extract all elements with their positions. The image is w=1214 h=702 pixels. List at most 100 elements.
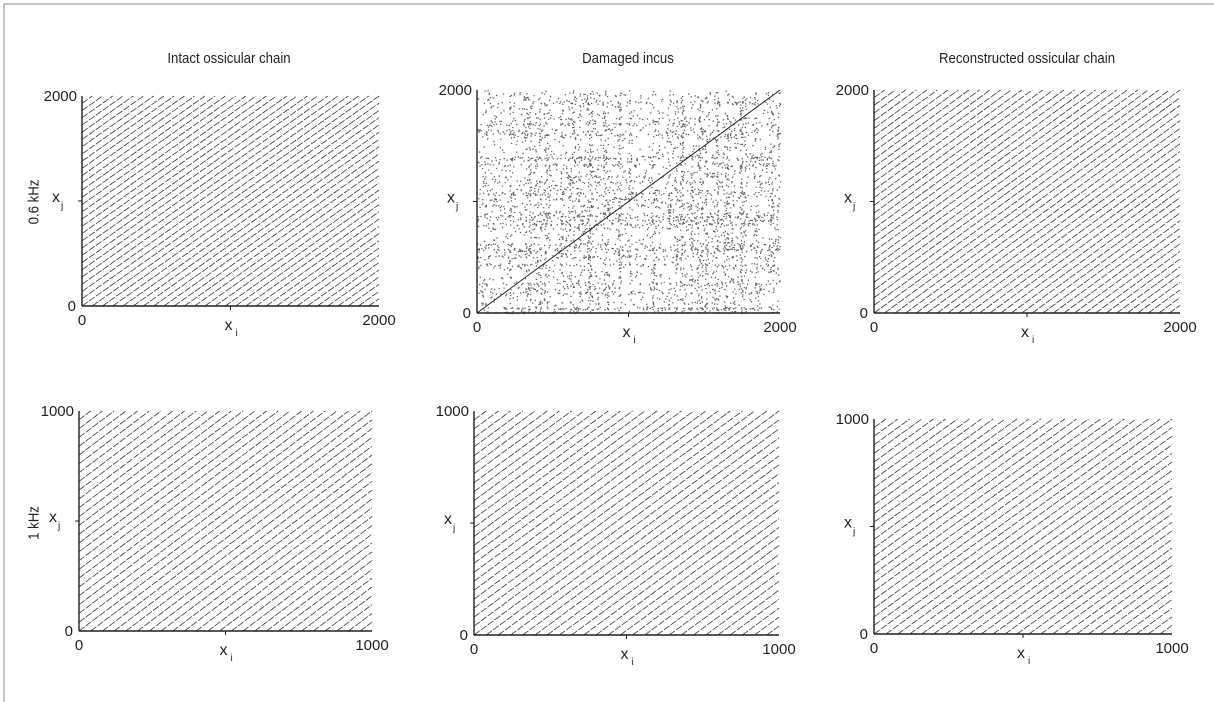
recurrence-line (534, 455, 780, 636)
recurrence-line (78, 410, 162, 473)
recurrence-line (571, 482, 780, 636)
recurrence-line (873, 418, 1065, 557)
recurrence-line (595, 500, 780, 636)
recurrence-line (926, 128, 1181, 314)
recurrence-line (289, 569, 373, 632)
recurrence-line (172, 481, 373, 632)
recurrence-line (78, 410, 279, 561)
recurrence-line (873, 418, 1018, 523)
recurrence-line (989, 174, 1181, 314)
recurrence-line (245, 211, 380, 307)
recurrence-line (873, 418, 958, 480)
x-tick-label: 1000 (762, 641, 795, 658)
recurrence-line (1169, 304, 1181, 314)
recurrence-line (81, 95, 206, 184)
recurrence-line (473, 410, 682, 564)
y-axis-label: xj (844, 515, 855, 538)
recurrence-line (143, 139, 380, 307)
recurrence-line (1116, 266, 1181, 314)
recurrence-line (1074, 235, 1181, 314)
x-tick-label: 0 (473, 319, 481, 336)
recurrence-line (873, 89, 917, 122)
recurrence-line (473, 410, 609, 510)
x-tick-label: 0 (470, 641, 478, 658)
recurrence-line (1021, 197, 1181, 314)
recurrence-line (873, 89, 991, 175)
y-axis-label: xj (844, 190, 855, 213)
recurrence-line (122, 124, 380, 307)
recurrence-line (873, 89, 906, 114)
recurrence-line (132, 131, 380, 307)
main-diagonal (476, 89, 781, 314)
recurrence-line (885, 427, 1173, 635)
recurrence-line (607, 509, 780, 636)
recurrence-line (873, 89, 938, 137)
x-axis-label-main: x (1021, 324, 1029, 341)
recurrence-line (324, 595, 373, 632)
recurrence-line (266, 226, 380, 307)
y-tick-label: 2000 (836, 82, 869, 99)
recurrence-line (705, 580, 780, 636)
x-axis-label-sub: i (236, 328, 238, 339)
recurrence-line (204, 182, 380, 307)
recurrence-line (873, 89, 1117, 268)
recurrence-line (873, 89, 1128, 275)
recurrence-line (873, 89, 970, 160)
recurrence-line (873, 89, 1022, 198)
recurrence-line (78, 410, 361, 623)
recurrence-line (909, 444, 1173, 635)
recurrence-line (473, 410, 707, 582)
recurrence-line (348, 283, 380, 307)
recurrence-line (207, 507, 373, 632)
recurrence-line (160, 472, 373, 632)
recurrence-line (78, 410, 232, 526)
x-tick-label: 1000 (1155, 640, 1188, 657)
recurrence-line (78, 410, 373, 632)
recurrence-line (873, 418, 899, 437)
recurrence-line (873, 89, 1139, 283)
recurrence-line (163, 153, 380, 307)
recurrence-line (1064, 556, 1173, 635)
recurrence-line (742, 607, 780, 636)
recurrence-line (873, 89, 1033, 206)
x-axis-label-main: x (1017, 645, 1025, 662)
recurrence-line (981, 496, 1173, 635)
recurrence-line (873, 418, 1077, 566)
recurrence-line (620, 518, 780, 636)
recurrence-line (276, 233, 380, 307)
y-tick-label: 1000 (836, 411, 869, 428)
recurrence-line (153, 146, 380, 307)
recurrence-line (473, 410, 572, 484)
x-tick-label: 2000 (362, 312, 395, 329)
recurrence-line (968, 158, 1181, 314)
recurrence-line (1148, 289, 1181, 314)
y-axis-label: xj (49, 509, 60, 532)
recurrence-points (477, 90, 782, 315)
recurrence-line (1032, 205, 1181, 314)
recurrence-line (1076, 564, 1173, 635)
x-axis-label-main: x (220, 642, 228, 659)
recurrence-line (873, 89, 885, 99)
recurrence-line (317, 262, 380, 307)
recurrence-line (473, 410, 743, 609)
recurrence-line (78, 410, 103, 429)
recurrence-line (473, 410, 585, 492)
recurrence-line (266, 551, 373, 632)
recurrence-line (81, 95, 93, 104)
recurrence-line (286, 240, 380, 307)
recurrence-line (873, 89, 1160, 298)
recurrence-line (473, 410, 658, 546)
recurrence-lines (473, 410, 780, 636)
recurrence-line (873, 89, 1096, 252)
recurrence-line (78, 410, 127, 447)
recurrence-line (873, 89, 1170, 306)
recurrence-line (473, 410, 524, 448)
recurrence-line (1100, 582, 1173, 635)
recurrence-line (78, 410, 267, 553)
